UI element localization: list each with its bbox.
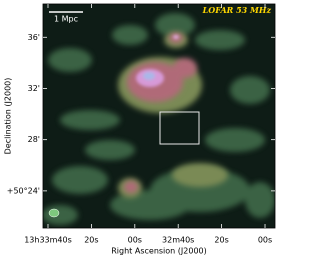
y-tick-label: +50°24' — [7, 186, 40, 195]
chart: 1 Mpc LOFAR 53 MHz Right Ascension (J200… — [4, 3, 276, 256]
x-tick-label: 20s — [84, 236, 98, 245]
x-axis-label: Right Ascension (J2000) — [111, 247, 207, 256]
y-axis-label: Declination (J2000) — [4, 78, 13, 155]
y-tick-label: 28' — [28, 135, 40, 144]
y-tick-label: 36' — [28, 33, 40, 42]
radio-map: 1 Mpc LOFAR 53 MHz — [43, 4, 275, 228]
x-tick-label: 32m40s — [162, 236, 194, 245]
scale-bar-label: 1 Mpc — [54, 15, 78, 24]
x-tick-label: 20s — [214, 236, 228, 245]
y-tick-label: 32' — [28, 84, 40, 93]
x-tick-label: 00s — [258, 236, 272, 245]
x-tick-label: 00s — [128, 236, 142, 245]
chart-title: LOFAR 53 MHz — [202, 5, 272, 15]
x-tick-label: 13h33m40s — [24, 236, 72, 245]
plot-frame — [42, 3, 276, 229]
